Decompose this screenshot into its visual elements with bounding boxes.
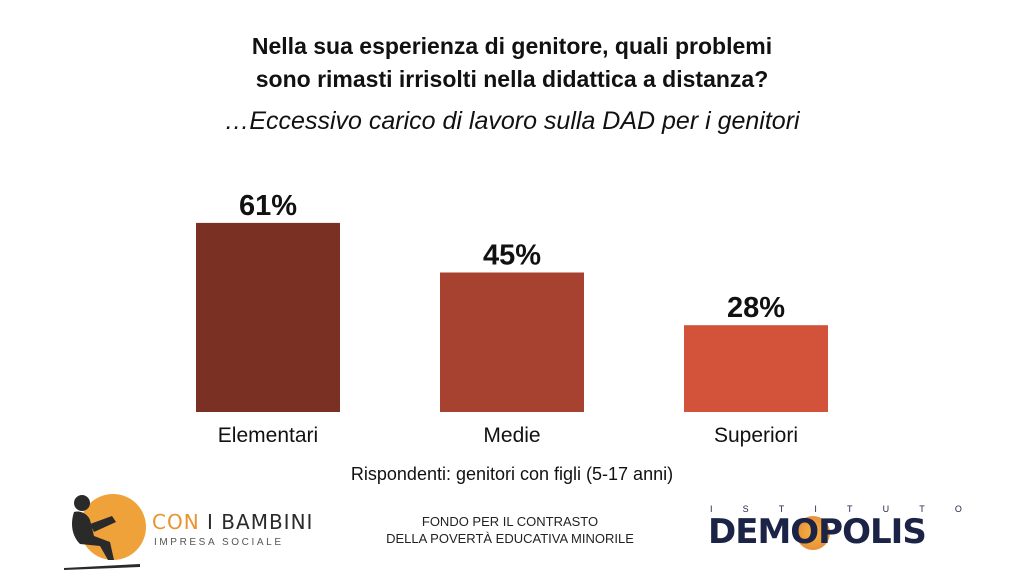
fondo-line-2: DELLA POVERTÀ EDUCATIVA MINORILE: [386, 531, 634, 546]
respondents-note: Rispondenti: genitori con figli (5-17 an…: [350, 464, 674, 484]
category-label-superiori: Superiori: [714, 424, 798, 447]
istituto-letter: T: [919, 504, 925, 514]
brand-word-con: CON: [152, 510, 200, 534]
reading-child-icon: [64, 495, 140, 570]
istituto-letter: U: [882, 504, 890, 514]
value-label-superiori: 28%: [727, 292, 785, 324]
istituto-letter: I: [814, 504, 817, 514]
brand-name: CON I BAMBINI: [152, 510, 313, 534]
fondo-text: FONDO PER IL CONTRASTO DELLA POVERTÀ EDU…: [330, 513, 690, 547]
demopolis-logo: I S T I T U T O DEMOPOLIS: [700, 504, 990, 564]
demopolis-sun-icon: [796, 516, 830, 550]
category-label-elementari: Elementari: [218, 424, 318, 447]
istituto-letter: T: [778, 504, 785, 514]
bar-superiori: [684, 325, 828, 412]
istituto-letter: I: [710, 504, 713, 514]
brand-subtitle: IMPRESA SOCIALE: [154, 537, 284, 548]
con-i-bambini-logo: CON I BAMBINI IMPRESA SOCIALE: [60, 490, 312, 570]
bar-chart: 61% Elementari 45% Medie 28% Superiori: [196, 190, 828, 447]
bar-elementari: [196, 222, 340, 412]
demopolis-wordmark: DEMOPOLIS: [708, 512, 927, 552]
brand-word-bambini: I BAMBINI: [207, 510, 314, 534]
istituto-letter: S: [742, 504, 749, 514]
category-label-medie: Medie: [483, 424, 540, 447]
title-line-2: sono rimasti irrisolti nella didattica a…: [255, 66, 769, 92]
bar-medie: [440, 272, 584, 412]
chart-subtitle: …Eccessivo carico di lavoro sulla DAD pe…: [224, 107, 800, 135]
istituto-letter: T: [847, 504, 853, 514]
value-label-elementari: 61%: [239, 190, 297, 222]
title-line-1: Nella sua esperienza di genitore, quali …: [251, 33, 773, 59]
chart-title: Nella sua esperienza di genitore, quali …: [0, 30, 1024, 96]
istituto-letter: O: [954, 504, 962, 514]
fondo-line-1: FONDO PER IL CONTRASTO: [421, 514, 599, 529]
value-label-medie: 45%: [483, 240, 541, 272]
